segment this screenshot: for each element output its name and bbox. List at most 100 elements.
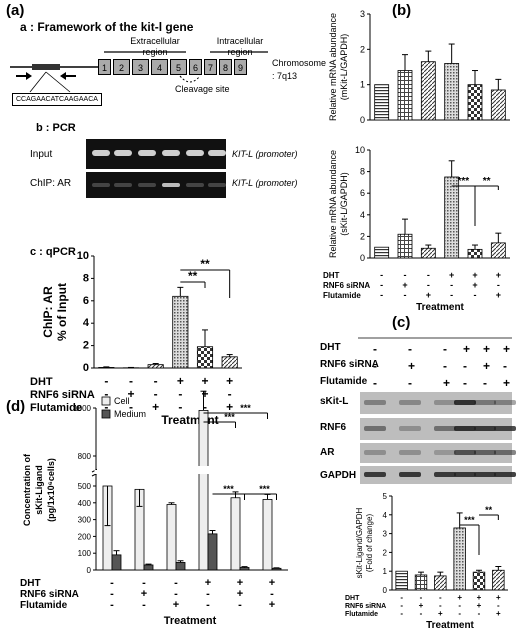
qpcr-title: c : qPCR	[30, 246, 76, 258]
y-tick-label: 0	[360, 115, 365, 125]
treatment-sign: -	[450, 280, 453, 290]
western-band	[474, 472, 496, 477]
treatment-row-label: Flutamide	[30, 402, 82, 414]
treatment-row-label: RNF6 siRNA	[345, 603, 386, 610]
treatment-sign: +	[402, 280, 407, 290]
treatment-sign: -	[174, 588, 178, 600]
panel-a-letter: (a)	[6, 2, 25, 19]
bar	[467, 248, 483, 259]
x-axis-title: Treatment	[416, 302, 464, 313]
y-tick-label: 4	[383, 511, 388, 520]
bar	[271, 567, 282, 571]
legend-swatch	[101, 396, 111, 406]
treatment-row-label: Flutamide	[345, 611, 378, 618]
y-tick-label: 1	[360, 80, 365, 90]
treatment-sign: -	[497, 601, 500, 610]
treatment-sign: -	[380, 290, 383, 300]
y-tick-label: 8	[83, 272, 89, 284]
western-treatment-sign: +	[463, 342, 471, 356]
bar	[262, 499, 273, 571]
treatment-row-label: DHT	[323, 271, 340, 280]
y-tick-label: 1	[383, 567, 388, 576]
bar	[166, 504, 177, 571]
western-band-label: sKit-L	[320, 396, 349, 407]
bar	[230, 497, 241, 571]
legend-label: Cell	[114, 396, 130, 406]
y-tick-label: 4	[360, 210, 365, 220]
western-treatment-sign: +	[503, 342, 511, 356]
exon-6: 6	[189, 59, 202, 75]
western-band	[364, 450, 386, 455]
bar	[143, 564, 154, 571]
western-treatment-label: Flutamide	[320, 376, 368, 387]
y-tick-label: 3	[383, 530, 388, 539]
pcr-chip-band	[92, 183, 110, 187]
bar	[221, 356, 238, 369]
significance-label: ***	[464, 515, 475, 525]
legend-label: Medium	[114, 409, 146, 419]
treatment-sign: -	[497, 280, 500, 290]
pcr-input-band	[208, 150, 226, 156]
western-band	[474, 426, 496, 431]
exon-4: 4	[151, 59, 168, 75]
treatment-sign: -	[110, 577, 114, 589]
x-axis-title: Treatment	[161, 413, 218, 427]
treatment-sign: -	[404, 270, 407, 280]
significance-label: **	[483, 176, 491, 187]
bar	[444, 176, 460, 259]
treatment-sign: +	[449, 270, 454, 280]
treatment-sign: +	[177, 374, 184, 388]
western-band	[474, 450, 496, 455]
western-band	[399, 450, 421, 455]
treatment-sign: -	[206, 588, 210, 600]
bar	[472, 571, 486, 591]
treatment-sign: +	[496, 290, 501, 300]
bar	[395, 570, 408, 591]
y-axis-title: Relative mRNA abundance	[328, 150, 338, 258]
exon-7: 7	[204, 59, 217, 75]
treatment-sign: -	[206, 599, 210, 611]
treatment-row-label: RNF6 siRNA	[30, 389, 95, 401]
treatment-row-label: DHT	[345, 595, 360, 602]
exon-9: 9	[234, 59, 247, 75]
pcr-row-label-input: Input	[30, 149, 53, 160]
treatment-sign: -	[478, 609, 481, 618]
bar	[198, 409, 209, 571]
y-tick-label: 3	[360, 9, 365, 19]
panel-d-letter: (d)	[6, 398, 26, 415]
y-tick-label: 400	[78, 499, 92, 508]
primer-sequence: CCAGAACATCAAGAACA	[12, 93, 102, 106]
western-band	[454, 450, 476, 455]
treatment-sign: -	[450, 290, 453, 300]
y-tick-label: 6	[83, 295, 89, 307]
treatment-sign: +	[472, 270, 477, 280]
treatment-sign: -	[129, 374, 133, 388]
bar	[467, 84, 483, 121]
treatment-sign: +	[201, 387, 208, 401]
western-treatment-sign: -	[483, 376, 487, 390]
treatment-sign: -	[104, 374, 108, 388]
treatment-row-label: Flutamide	[20, 600, 68, 611]
treatment-sign: -	[404, 290, 407, 300]
treatment-sign: -	[474, 290, 477, 300]
y-tick-label: 10	[355, 145, 365, 155]
y-tick-label: 8	[360, 167, 365, 177]
treatment-sign: +	[226, 374, 233, 388]
western-band	[454, 400, 476, 405]
treatment-row-label: Flutamide	[323, 291, 361, 300]
treatment-sign: +	[426, 290, 431, 300]
treatment-sign: +	[472, 280, 477, 290]
y-axis-title: % of Input	[55, 283, 69, 341]
bar	[397, 233, 413, 259]
bar	[420, 61, 436, 121]
treatment-sign: +	[269, 577, 275, 589]
treatment-sign: -	[174, 577, 178, 589]
treatment-sign: -	[439, 601, 442, 610]
bar	[490, 89, 506, 121]
western-band-label: GAPDH	[320, 470, 357, 481]
panel-c-letter: (c)	[392, 314, 411, 331]
treatment-sign: +	[205, 577, 211, 589]
exon-3: 3	[132, 59, 149, 75]
y-tick-label: 1000	[73, 404, 91, 413]
